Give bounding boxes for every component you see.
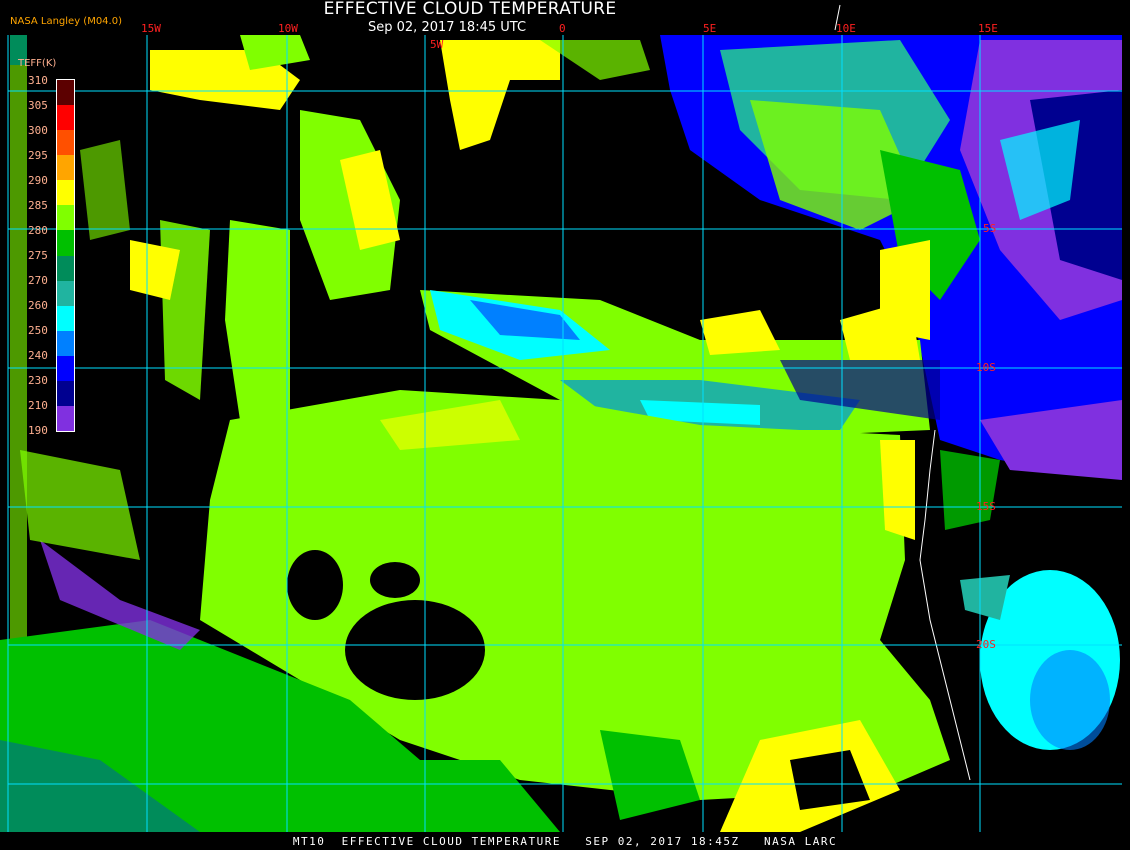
lon-label-10e: 10E: [836, 22, 856, 35]
legend-label: 260: [28, 299, 48, 312]
lon-label-15e: 15E: [978, 22, 998, 35]
legend-swatch: [57, 80, 74, 106]
legend-label: 290: [28, 174, 48, 187]
legend-label: 280: [28, 224, 48, 237]
legend-title: TEFF(K): [18, 58, 57, 69]
lon-label-5e: 5E: [703, 22, 717, 35]
legend-swatch: [57, 330, 74, 356]
lon-label-10w: 10W: [278, 22, 298, 35]
legend-label: 300: [28, 124, 48, 137]
lon-label-15w: 15W: [141, 22, 161, 35]
legend-label: 305: [28, 99, 48, 112]
lat-label-10s: 10S: [976, 361, 996, 374]
legend-swatch: [57, 255, 74, 281]
lat-label-15s: 15S: [976, 500, 996, 513]
lat-label-5s: 5S: [983, 222, 997, 235]
lon-label-5w: 5W: [430, 38, 444, 51]
legend-swatch: [57, 406, 74, 432]
color-scale-bar: [56, 79, 75, 432]
legend-swatch: [57, 380, 74, 407]
lat-lon-grid: [7, 35, 1122, 832]
legend-label: 285: [28, 199, 48, 212]
legend-label: 240: [28, 349, 48, 362]
legend-label: 275: [28, 249, 48, 262]
legend-swatch: [57, 280, 74, 306]
credit-label: NASA Langley (M04.0): [10, 16, 122, 27]
lat-label-20s: 20S: [976, 638, 996, 651]
legend-swatch: [57, 155, 74, 181]
legend-label: 295: [28, 149, 48, 162]
legend-label: 230: [28, 374, 48, 387]
legend-label: 310: [28, 74, 48, 87]
legend-swatch: [57, 105, 74, 131]
legend-label: 210: [28, 399, 48, 412]
legend-swatch: [57, 230, 74, 256]
legend-swatch: [57, 180, 74, 206]
cloud-imagery: [0, 4, 1122, 832]
legend-label: 270: [28, 274, 48, 287]
map-title: EFFECTIVE CLOUD TEMPERATURE: [323, 0, 617, 19]
legend-swatch: [57, 205, 74, 231]
legend-label: 190: [28, 424, 48, 437]
map-timestamp: Sep 02, 2017 18:45 UTC: [368, 20, 527, 35]
footer-caption: MT10 EFFECTIVE CLOUD TEMPERATURE SEP 02,…: [0, 834, 1130, 850]
legend-swatch: [57, 130, 74, 156]
legend-label: 250: [28, 324, 48, 337]
lon-label-0: 0: [559, 22, 566, 35]
legend-swatch: [57, 305, 74, 331]
legend-swatch: [57, 355, 74, 381]
